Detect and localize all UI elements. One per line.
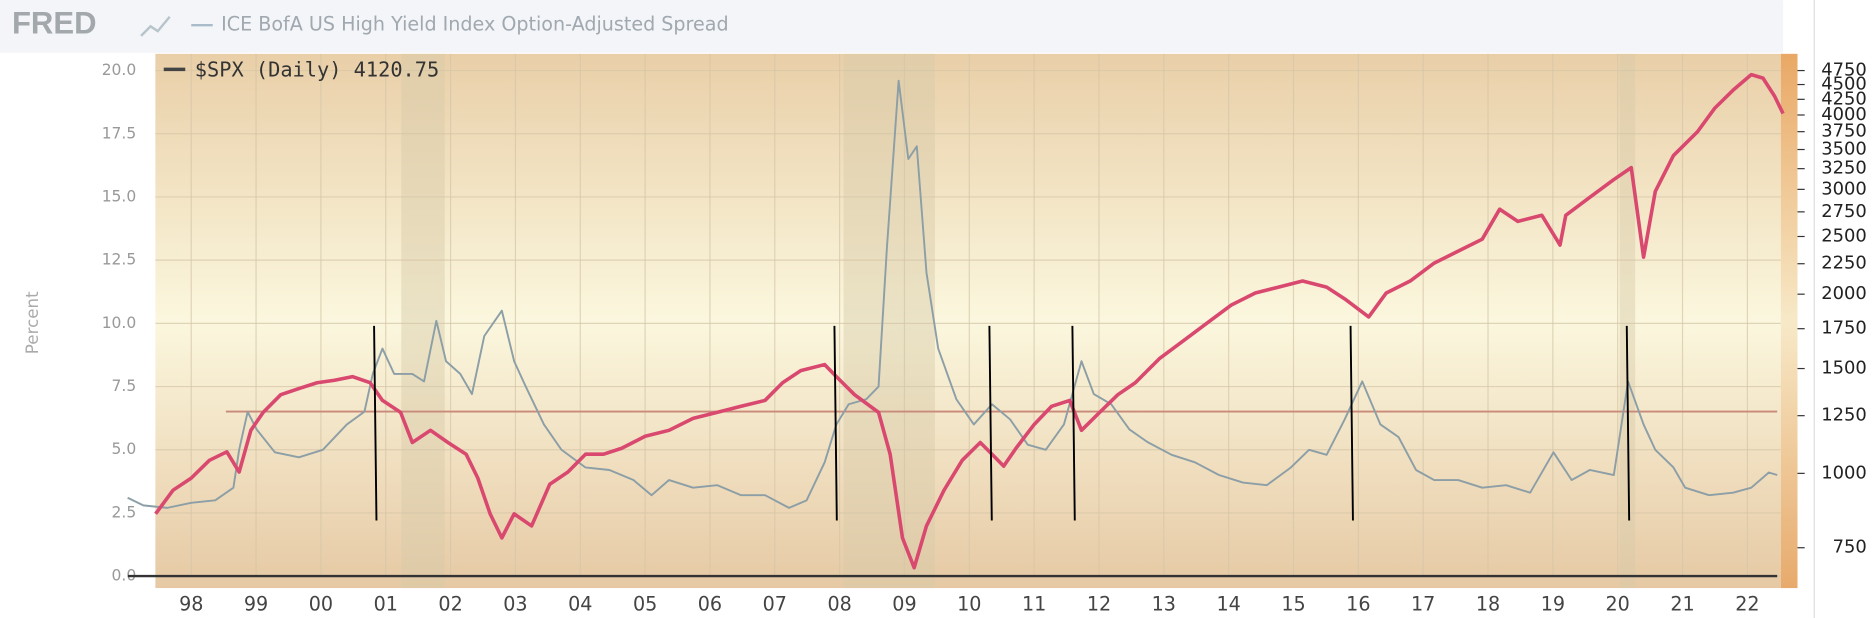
marker-line <box>373 325 378 521</box>
x-tick-label: 07 <box>763 592 787 615</box>
y2-tick-label: 4500 <box>1821 74 1867 95</box>
x-tick-label: 08 <box>827 592 851 615</box>
x-tick-label: 02 <box>438 592 462 615</box>
y-tick-label: 12.5 <box>102 251 137 269</box>
y2-tick-label: 2500 <box>1821 225 1867 246</box>
y2-tick-label: 1500 <box>1821 358 1867 379</box>
y2-tick-label: 4250 <box>1821 88 1867 109</box>
x-tick-label: 03 <box>503 592 527 615</box>
y-tick-label: 17.5 <box>102 124 137 142</box>
x-tick-label: 18 <box>1476 592 1500 615</box>
plot-layer: 0.0 2.5 5.0 7.5 10.0 12.5 15.0 17.5 20.0 98 99 00 01… <box>102 53 1867 615</box>
x-tick-label: 99 <box>244 592 268 615</box>
x-tick-label: 14 <box>1216 592 1240 615</box>
fred-logo[interactable]: FRED <box>12 5 97 40</box>
y-tick-label: 10.0 <box>102 314 137 332</box>
y2-tick-label: 1250 <box>1821 405 1867 426</box>
x-tick-label: 11 <box>1022 592 1046 615</box>
marker-line <box>1625 325 1631 521</box>
y-axis-title: Percent <box>22 291 42 354</box>
marker-line <box>988 325 993 521</box>
overlay-legend-label: $SPX (Daily) 4120.75 <box>195 58 439 82</box>
x-tick-label: 12 <box>1087 592 1111 615</box>
recession-band <box>1619 53 1636 589</box>
x-tick-label: 22 <box>1735 592 1759 615</box>
series-line <box>154 72 1785 570</box>
x-tick-label: 01 <box>374 592 398 615</box>
x-tick-label: 98 <box>179 592 203 615</box>
y2-tick-label: 3500 <box>1821 139 1867 160</box>
right-axis-strip <box>1780 53 1798 589</box>
y2-tick-label: 3000 <box>1821 178 1867 199</box>
x-tick-label: 13 <box>1152 592 1176 615</box>
y2-tick-label: 2000 <box>1821 283 1867 304</box>
header-bar <box>0 0 1784 53</box>
x-tick-label: 05 <box>633 592 657 615</box>
y2-tick-label: 4000 <box>1821 104 1867 125</box>
y-tick-label: 2.5 <box>112 503 137 521</box>
y2-tick-label: 3250 <box>1821 158 1867 179</box>
marker-line <box>833 325 838 521</box>
recession-band <box>401 53 445 589</box>
y2-tick-label: 750 <box>1833 537 1867 558</box>
x-tick-label: 15 <box>1281 592 1305 615</box>
y-tick-label: 7.5 <box>112 377 137 395</box>
x-tick-label: 09 <box>892 592 916 615</box>
y2-tick-label: 1000 <box>1821 462 1867 483</box>
x-tick-label: 21 <box>1670 592 1694 615</box>
overlay-background <box>155 53 1781 589</box>
y2-tick-label: 4750 <box>1821 60 1867 81</box>
y2-tick-label: 2750 <box>1821 201 1867 222</box>
x-tick-label: 06 <box>698 592 722 615</box>
recession-band <box>843 53 935 589</box>
y-tick-label: 5.0 <box>112 440 137 458</box>
y2-tick-label: 2250 <box>1821 253 1867 274</box>
logo-icon <box>140 16 171 37</box>
y-tick-label: 20.0 <box>102 61 137 79</box>
y-tick-label: 15.0 <box>102 187 137 205</box>
marker-line <box>1071 325 1076 521</box>
y2-tick-label: 1750 <box>1821 318 1867 339</box>
marker-line <box>1349 325 1354 521</box>
x-tick-label: 10 <box>957 592 981 615</box>
x-tick-label: 16 <box>1346 592 1370 615</box>
x-tick-label: 00 <box>309 592 333 615</box>
y2-tick-label: 3750 <box>1821 121 1867 142</box>
y-tick-label: 0.0 <box>112 567 137 585</box>
x-tick-label: 20 <box>1606 592 1630 615</box>
x-tick-label: 17 <box>1411 592 1435 615</box>
legend-label: ICE BofA US High Yield Index Option-Adju… <box>221 13 728 36</box>
x-tick-label: 19 <box>1541 592 1565 615</box>
x-tick-label: 04 <box>568 592 592 615</box>
series-line <box>127 79 1778 509</box>
